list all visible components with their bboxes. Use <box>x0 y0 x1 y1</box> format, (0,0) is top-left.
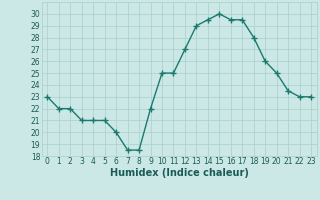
X-axis label: Humidex (Indice chaleur): Humidex (Indice chaleur) <box>110 168 249 178</box>
